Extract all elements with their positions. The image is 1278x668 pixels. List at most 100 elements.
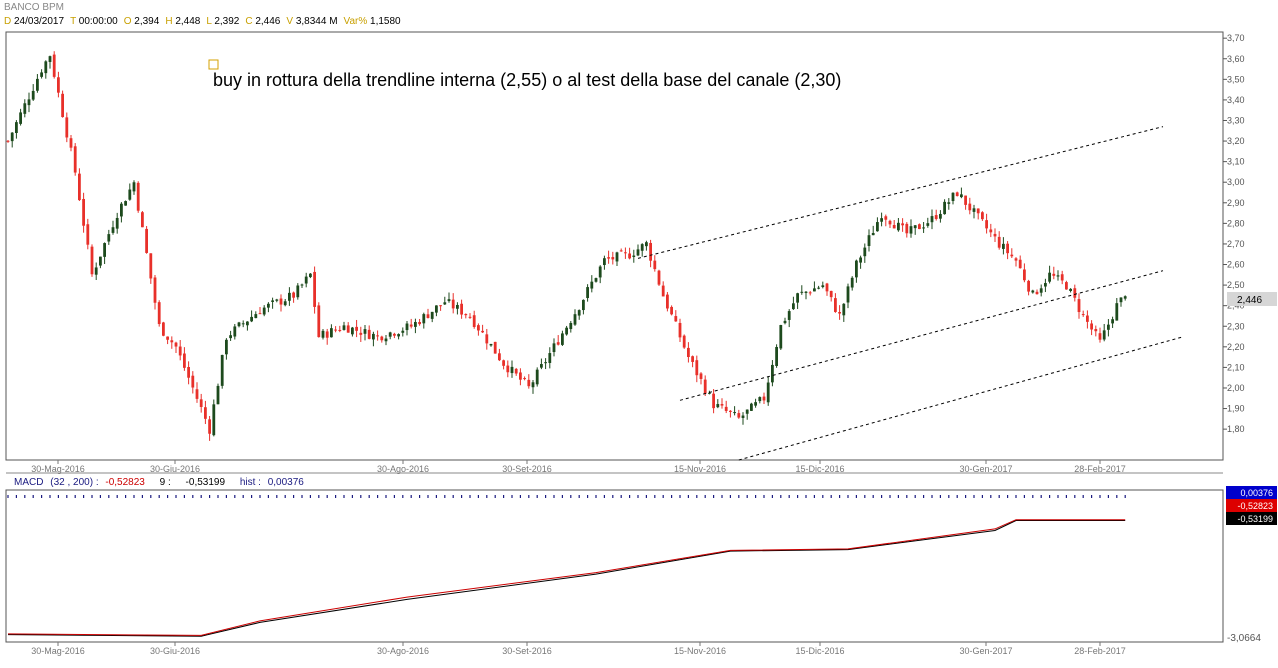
hist-bar bbox=[679, 495, 681, 498]
candle-body bbox=[195, 389, 199, 399]
x-tick-label: 30-Ago-2016 bbox=[377, 464, 429, 474]
candle-body bbox=[758, 397, 762, 402]
hist-bar bbox=[1099, 495, 1101, 498]
candle-body bbox=[666, 294, 669, 309]
candle-body bbox=[313, 271, 316, 307]
candle-body bbox=[149, 253, 153, 279]
y-tick-label: 3,00 bbox=[1227, 177, 1245, 187]
candle-body bbox=[1006, 243, 1009, 254]
candle-body bbox=[40, 72, 43, 77]
candle-body bbox=[960, 194, 963, 198]
signal-label: 9 : bbox=[159, 477, 171, 488]
hist-bar bbox=[981, 495, 983, 498]
trendline-channel-top[interactable] bbox=[637, 126, 1164, 259]
candle-body bbox=[834, 298, 837, 312]
candle-body bbox=[863, 247, 867, 257]
candle-body bbox=[52, 54, 56, 77]
ohlc-key: L bbox=[206, 16, 215, 27]
ohlc-value: 2,394 bbox=[134, 16, 160, 27]
y-tick-label: 2,70 bbox=[1227, 239, 1245, 249]
hist-bar bbox=[1116, 495, 1118, 498]
candle-body bbox=[1090, 323, 1093, 330]
hist-bar bbox=[855, 495, 857, 498]
candle-body bbox=[527, 379, 531, 387]
candle-body bbox=[762, 396, 766, 401]
candle-body bbox=[1023, 269, 1026, 281]
candle-body bbox=[1044, 283, 1047, 287]
hist-bar bbox=[1074, 495, 1076, 498]
hist-bar bbox=[881, 495, 883, 498]
candle-body bbox=[787, 311, 791, 320]
candle-body bbox=[531, 382, 535, 388]
hist-bar bbox=[780, 495, 782, 498]
candle-body bbox=[737, 413, 741, 418]
candle-body bbox=[871, 232, 875, 236]
candle-body bbox=[1035, 291, 1039, 295]
candle-body bbox=[443, 302, 447, 305]
hist-bar bbox=[1057, 495, 1059, 498]
chart-annotation[interactable]: buy in rottura della trendline interna (… bbox=[213, 70, 841, 90]
candle-body bbox=[884, 216, 888, 220]
y-tick-label: 2,90 bbox=[1227, 198, 1245, 208]
candle-body bbox=[153, 277, 157, 303]
macd-series-1 bbox=[7, 519, 1126, 636]
hist-bar bbox=[1015, 495, 1017, 498]
hist-bar bbox=[351, 495, 353, 498]
candle-body bbox=[1031, 290, 1035, 293]
macd-tag bbox=[1226, 512, 1277, 525]
candle-body bbox=[94, 267, 98, 275]
candle-body bbox=[855, 260, 858, 278]
candle-body bbox=[607, 257, 610, 259]
hist-bar bbox=[66, 495, 68, 498]
candle-body bbox=[317, 305, 321, 338]
candle-body bbox=[48, 56, 52, 62]
candle-body bbox=[703, 379, 707, 394]
candle-body bbox=[1107, 324, 1110, 330]
candle-body bbox=[619, 250, 623, 252]
hist-bar bbox=[612, 495, 614, 498]
hist-bar bbox=[561, 495, 563, 498]
y-tick-label: 2,20 bbox=[1227, 342, 1245, 352]
candle-body bbox=[65, 117, 69, 138]
candle-body bbox=[624, 252, 627, 254]
candle-body bbox=[603, 258, 606, 266]
candle-body bbox=[535, 369, 539, 385]
candle-body bbox=[309, 273, 312, 278]
candle-body bbox=[334, 329, 337, 331]
candle-body bbox=[817, 287, 820, 289]
candle-body bbox=[867, 235, 871, 246]
candle-body bbox=[569, 323, 573, 330]
candles bbox=[6, 51, 1127, 441]
hist-bar bbox=[687, 495, 689, 498]
hist-bar bbox=[645, 495, 647, 498]
candle-body bbox=[489, 343, 493, 346]
hist-bar bbox=[578, 495, 580, 498]
candle-body bbox=[1060, 274, 1064, 281]
trendline-channel-base[interactable] bbox=[738, 336, 1185, 461]
candle-body bbox=[1073, 288, 1077, 298]
hist-bar bbox=[1107, 495, 1109, 498]
candle-body bbox=[754, 402, 757, 406]
candle-body bbox=[661, 285, 665, 297]
candle-body bbox=[997, 236, 1001, 248]
candle-body bbox=[708, 392, 711, 394]
trendline-inner-trendline[interactable] bbox=[679, 270, 1164, 401]
macd-x-tick-label: 30-Gen-2017 bbox=[959, 646, 1012, 656]
candle-body bbox=[456, 304, 459, 309]
hist-bar bbox=[209, 495, 211, 498]
candle-body bbox=[695, 360, 699, 376]
candle-body bbox=[808, 292, 812, 294]
ohlc-value: 00:00:00 bbox=[78, 16, 118, 27]
candle-body bbox=[1081, 314, 1085, 316]
candle-body bbox=[804, 291, 808, 293]
ohlc-key: H bbox=[165, 16, 176, 27]
candle-body bbox=[15, 122, 18, 134]
y-tick-label: 2,80 bbox=[1227, 218, 1245, 228]
candle-body bbox=[1014, 258, 1018, 261]
signal-value: -0,53199 bbox=[185, 477, 226, 488]
candle-body bbox=[191, 375, 195, 388]
hist-bar bbox=[150, 495, 152, 498]
candle-body bbox=[687, 347, 690, 358]
annotation-marker-icon[interactable] bbox=[208, 59, 219, 70]
